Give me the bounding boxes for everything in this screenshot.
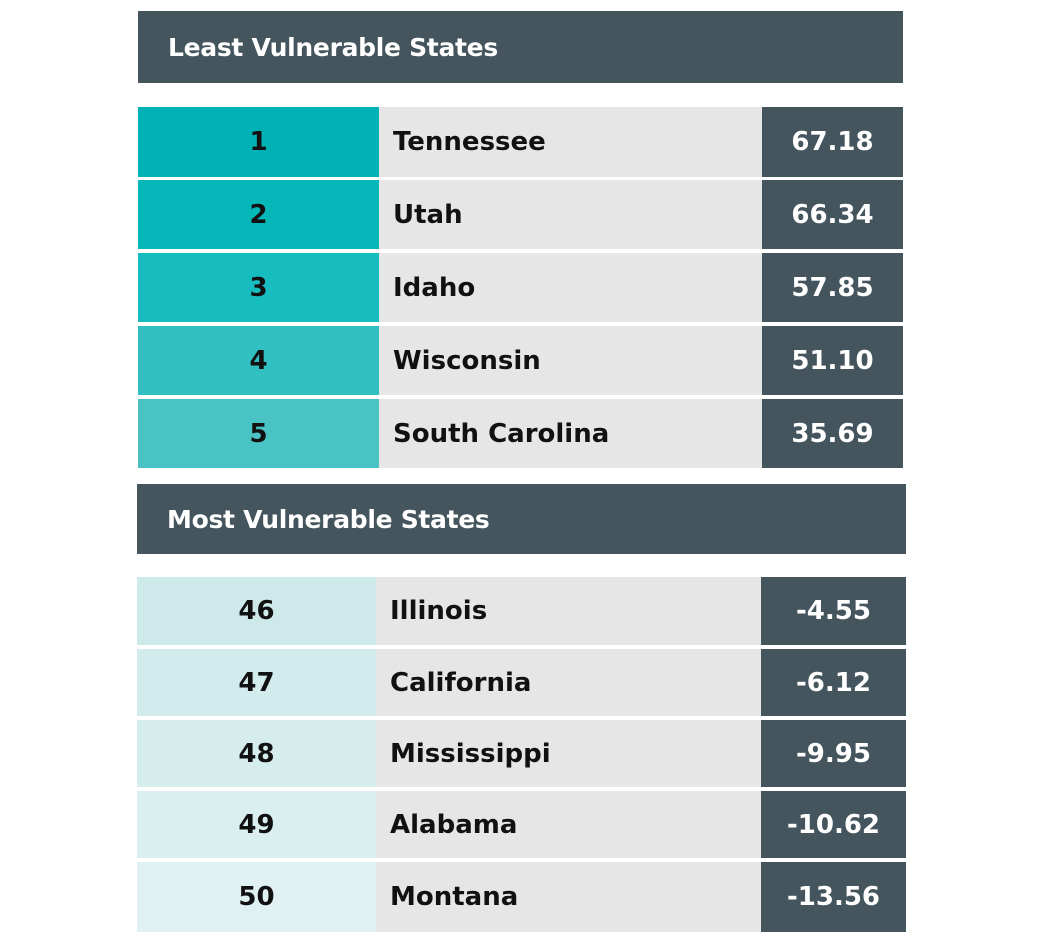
state-name: Illinois [390,596,488,626]
state-cell: Montana [376,862,761,932]
rank-cell: 48 [137,720,376,787]
rank-value: 2 [249,199,268,230]
score-cell: -6.12 [761,649,906,716]
state-name: Idaho [393,272,476,303]
score-value: -6.12 [796,667,871,698]
state-cell: Idaho [379,253,762,322]
score-cell: 67.18 [762,107,903,177]
table-row: 48 Mississippi -9.95 [137,720,906,787]
state-name: Tennessee [393,127,546,157]
table-row: 3 Idaho 57.85 [138,253,903,322]
state-cell: South Carolina [379,399,762,468]
state-cell: Illinois [376,577,761,645]
state-name: Montana [390,882,519,912]
rank-cell: 1 [138,107,379,177]
least-vulnerable-table: 1 Tennessee 67.18 2 Utah 66.34 3 Idaho 5… [138,107,903,468]
score-value: 51.10 [791,345,874,376]
score-value: -13.56 [786,882,881,912]
score-value: 67.18 [791,127,874,157]
table-row: 1 Tennessee 67.18 [138,107,903,177]
rank-value: 4 [249,345,268,376]
score-cell: -10.62 [761,791,906,858]
score-value: 66.34 [791,199,874,230]
state-cell: California [376,649,761,716]
rank-value: 50 [238,882,275,912]
state-cell: Mississippi [376,720,761,787]
score-cell: -13.56 [761,862,906,932]
state-cell: Utah [379,180,762,249]
score-cell: 51.10 [762,326,903,395]
least-vulnerable-header: Least Vulnerable States [138,11,903,83]
score-cell: 35.69 [762,399,903,468]
rank-value: 48 [238,738,275,769]
score-cell: 57.85 [762,253,903,322]
table-row: 49 Alabama -10.62 [137,791,906,858]
state-cell: Alabama [376,791,761,858]
state-name: California [390,667,532,698]
score-cell: -9.95 [761,720,906,787]
table-row: 5 South Carolina 35.69 [138,399,903,468]
table-row: 2 Utah 66.34 [138,180,903,249]
rank-value: 5 [249,418,268,449]
state-name: South Carolina [393,418,610,449]
score-value: 35.69 [791,418,874,449]
score-cell: 66.34 [762,180,903,249]
table-row: 47 California -6.12 [137,649,906,716]
state-cell: Wisconsin [379,326,762,395]
rank-value: 46 [238,596,275,626]
table-row: 4 Wisconsin 51.10 [138,326,903,395]
rank-cell: 46 [137,577,376,645]
score-cell: -4.55 [761,577,906,645]
state-name: Alabama [390,809,518,840]
least-vulnerable-title: Least Vulnerable States [168,32,498,62]
rank-value: 49 [238,809,275,840]
table-row: 46 Illinois -4.55 [137,577,906,645]
state-name: Utah [393,199,463,230]
state-name: Mississippi [390,738,551,769]
score-value: -10.62 [786,809,881,840]
most-vulnerable-header: Most Vulnerable States [137,484,906,554]
rank-cell: 3 [138,253,379,322]
rank-cell: 50 [137,862,376,932]
score-value: -9.95 [796,738,871,769]
most-vulnerable-title: Most Vulnerable States [167,504,490,534]
rank-value: 3 [249,272,268,303]
state-cell: Tennessee [379,107,762,177]
score-value: 57.85 [791,272,874,303]
table-row: 50 Montana -13.56 [137,862,906,932]
score-value: -4.55 [796,596,871,626]
rank-cell: 47 [137,649,376,716]
rank-cell: 5 [138,399,379,468]
rank-cell: 49 [137,791,376,858]
rank-cell: 4 [138,326,379,395]
rank-value: 47 [238,667,275,698]
most-vulnerable-table: 46 Illinois -4.55 47 California -6.12 48… [137,577,906,932]
rank-value: 1 [249,127,268,157]
state-name: Wisconsin [393,345,541,376]
rank-cell: 2 [138,180,379,249]
